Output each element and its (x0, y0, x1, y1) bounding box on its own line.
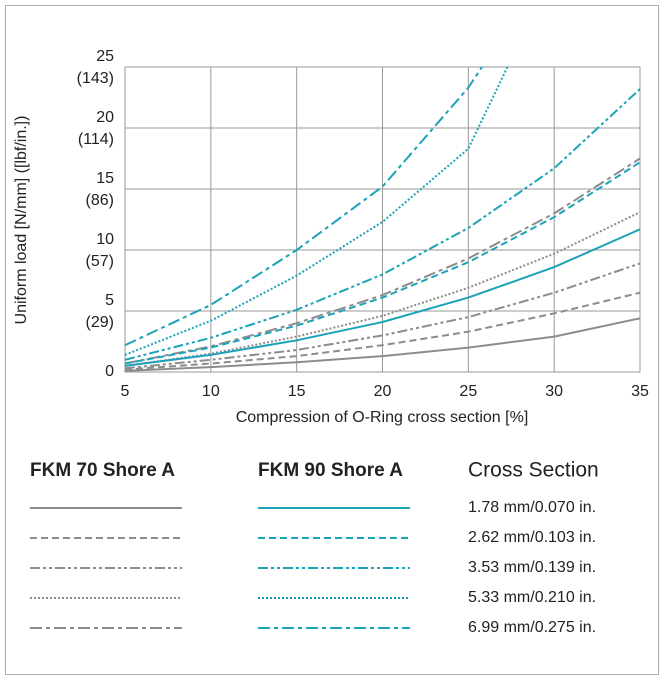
series-line (125, 161, 640, 365)
series-line (125, 67, 484, 347)
y-tick-label-lbf: (57) (86, 253, 114, 270)
x-tick-label: 10 (202, 383, 220, 400)
x-tick-label: 20 (374, 383, 392, 400)
legend-label: 1.78 mm/0.070 in. (468, 499, 596, 516)
y-tick-label: 20 (96, 109, 114, 126)
series-line (125, 228, 640, 367)
x-axis-label: Compression of O-Ring cross section [%] (236, 409, 529, 426)
frame (5, 5, 659, 675)
y-axis-label: Uniform load [N/mm] ([lbf/in.]) (13, 116, 30, 325)
series-line (125, 291, 640, 371)
series-line (125, 88, 640, 361)
legend-group-title: FKM 90 Shore A (258, 460, 403, 481)
legend-label: 5.33 mm/0.210 in. (468, 589, 596, 606)
series-line (125, 67, 509, 356)
x-tick-label: 25 (459, 383, 477, 400)
y-tick-label-lbf: (29) (86, 314, 114, 331)
y-tick-label-lbf: (114) (78, 131, 114, 148)
y-tick-label-lbf: (143) (77, 70, 114, 87)
y-tick-label: 25 (96, 48, 114, 65)
series-line (125, 157, 640, 365)
y-tick-label-lbf: (86) (86, 192, 114, 209)
series-line (125, 262, 640, 370)
y-tick-label: 15 (96, 170, 114, 187)
series-line (125, 211, 640, 367)
legend-label: 2.62 mm/0.103 in. (468, 529, 596, 546)
series-line (125, 317, 640, 372)
legend-label: 6.99 mm/0.275 in. (468, 619, 596, 636)
legend-header: Cross Section (468, 459, 599, 482)
x-tick-label: 30 (545, 383, 563, 400)
legend-group-title: FKM 70 Shore A (30, 460, 175, 481)
x-tick-label: 5 (121, 383, 130, 400)
plot-border (124, 66, 641, 373)
x-tick-label: 15 (288, 383, 306, 400)
y-tick-label: 0 (105, 363, 114, 380)
y-tick-label: 5 (105, 292, 114, 309)
legend-label: 3.53 mm/0.139 in. (468, 559, 596, 576)
y-tick-label: 10 (96, 231, 114, 248)
x-tick-label: 35 (631, 383, 649, 400)
